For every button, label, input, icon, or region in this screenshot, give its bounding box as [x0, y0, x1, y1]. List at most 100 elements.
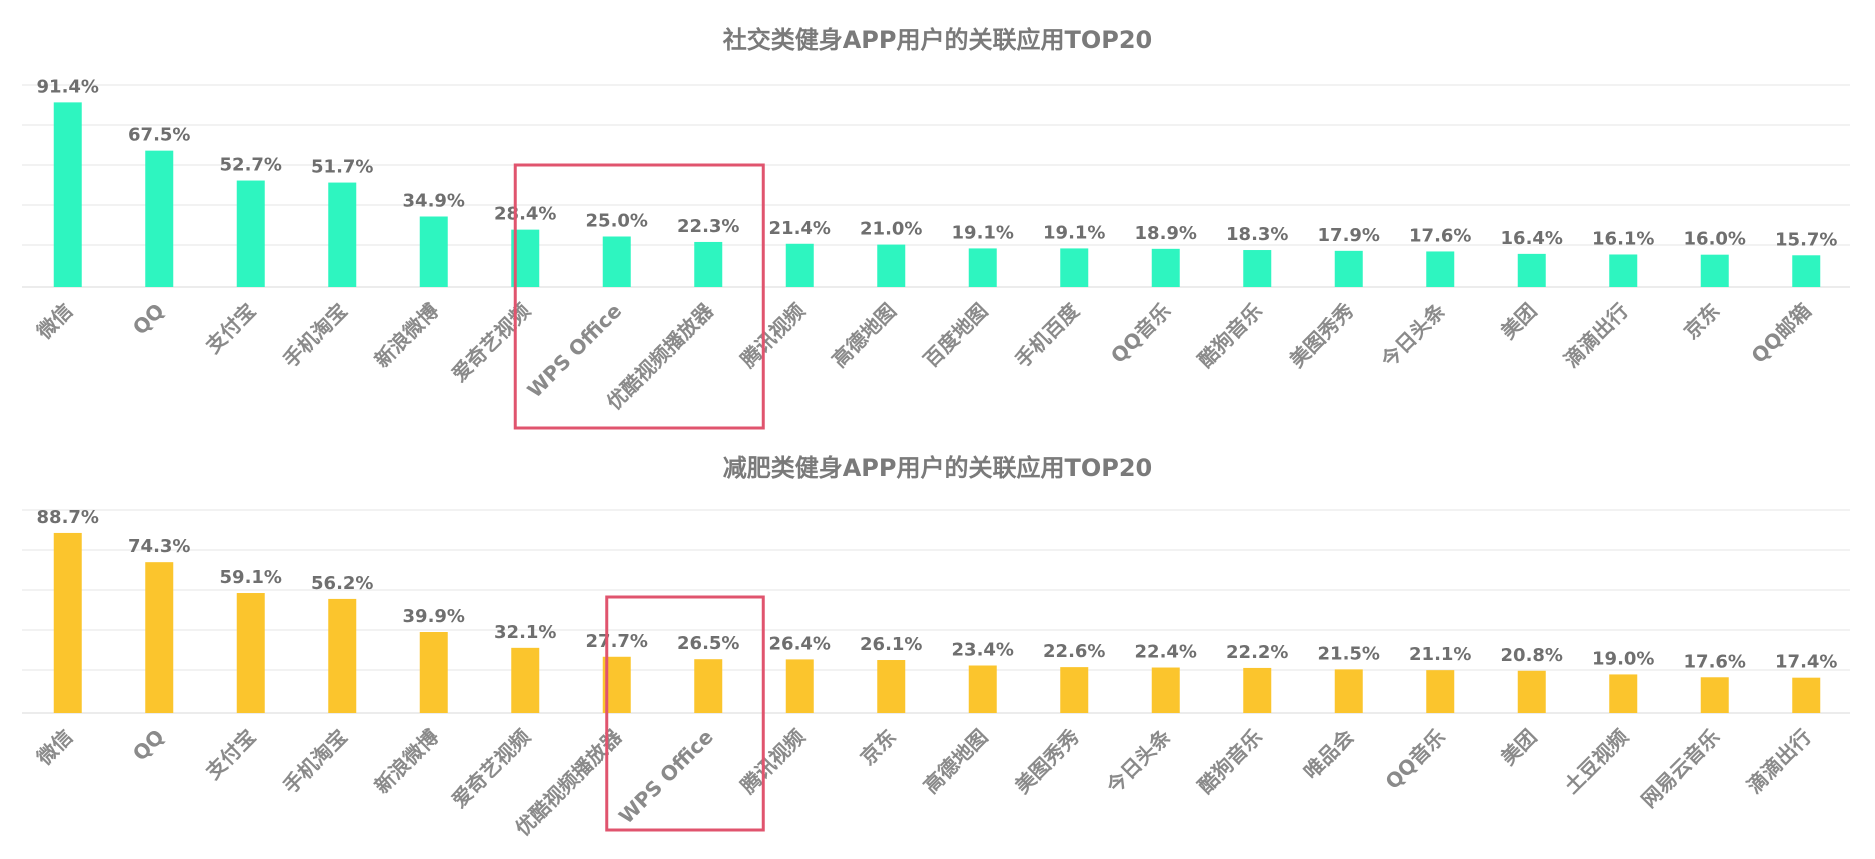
category-label: 手机淘宝 — [278, 725, 352, 799]
category-label: 唯品会 — [1299, 725, 1358, 784]
bar — [1792, 255, 1821, 287]
bar — [1517, 253, 1546, 287]
bar — [236, 180, 265, 287]
category-label: 今日头条 — [1102, 724, 1176, 798]
bar — [511, 647, 540, 713]
bar — [694, 241, 723, 287]
data-label: 25.0% — [586, 211, 648, 232]
bar — [328, 598, 357, 713]
data-label: 18.3% — [1226, 224, 1288, 245]
data-label: 28.4% — [494, 204, 556, 225]
highlight-box — [513, 163, 765, 430]
bar — [1243, 250, 1272, 287]
bar-plot: 91.4% 微信 67.5% QQ 52.7% 支付宝 51.7% 手机淘宝 34.9% 新浪微博… — [22, 76, 1850, 430]
bar — [1060, 248, 1089, 287]
data-label: 26.5% — [677, 633, 739, 654]
category-label: 土豆视频 — [1559, 725, 1633, 799]
data-label: 17.9% — [1318, 225, 1380, 246]
bar — [877, 660, 906, 713]
bar — [785, 243, 814, 287]
data-label: 15.7% — [1775, 229, 1837, 250]
category-label: 酷狗音乐 — [1193, 299, 1267, 373]
bar — [1426, 670, 1455, 713]
bar — [1426, 251, 1455, 287]
bar — [145, 150, 174, 287]
category-label: 爱奇艺视频 — [447, 725, 535, 813]
category-label: 滴滴出行 — [1742, 725, 1816, 799]
data-label: 21.5% — [1318, 643, 1380, 664]
data-label: 23.4% — [952, 639, 1014, 660]
bar — [785, 659, 814, 713]
category-label: QQ — [128, 725, 169, 766]
data-label: 52.7% — [220, 155, 282, 176]
data-label: 27.7% — [586, 631, 648, 652]
bar — [968, 665, 997, 713]
bar — [1151, 248, 1180, 287]
bar — [1151, 667, 1180, 713]
data-label: 19.0% — [1592, 648, 1654, 669]
category-label: 百度地图 — [919, 299, 993, 373]
data-label: 59.1% — [220, 567, 282, 588]
data-label: 22.2% — [1226, 642, 1288, 663]
category-label: 高德地图 — [919, 725, 993, 799]
data-label: 18.9% — [1135, 223, 1197, 244]
data-label: 21.0% — [860, 219, 922, 240]
category-label: 新浪微博 — [370, 725, 444, 799]
data-label: 20.8% — [1501, 645, 1563, 666]
category-label: 滴滴出行 — [1559, 299, 1633, 373]
data-label: 26.1% — [860, 634, 922, 655]
category-label: QQ — [128, 299, 169, 340]
category-label: 京东 — [856, 725, 901, 770]
category-label: 支付宝 — [201, 299, 260, 358]
chart-title: 减肥类健身APP用户的关联应用TOP20 — [722, 454, 1153, 482]
bar — [1060, 667, 1089, 713]
bar — [877, 244, 906, 287]
data-label: 17.6% — [1684, 651, 1746, 672]
bar — [1517, 670, 1546, 713]
data-label: 22.4% — [1135, 642, 1197, 663]
bar — [1334, 669, 1363, 713]
bar — [145, 562, 174, 713]
category-label: 手机淘宝 — [278, 299, 352, 373]
bar — [1243, 667, 1272, 713]
data-label: 67.5% — [128, 125, 190, 146]
bar — [419, 632, 448, 713]
data-label: 22.6% — [1043, 641, 1105, 662]
bar — [1700, 254, 1729, 287]
bar — [1609, 674, 1638, 713]
bar — [419, 216, 448, 287]
category-label: 美团 — [1496, 725, 1541, 770]
bar — [328, 182, 357, 287]
bar — [694, 659, 723, 713]
highlight-box — [605, 595, 765, 832]
weight-loss-fitness-chart: 减肥类健身APP用户的关联应用TOP20 88.7% 微信 74.3% QQ 59.1%… — [0, 430, 1875, 859]
category-label: 酷狗音乐 — [1193, 725, 1267, 799]
data-label: 19.1% — [952, 222, 1014, 243]
category-label: 支付宝 — [201, 725, 260, 784]
category-label: 腾讯视频 — [736, 725, 810, 799]
data-label: 51.7% — [311, 157, 373, 178]
category-label: QQ音乐 — [1106, 299, 1175, 368]
category-label: 网易云音乐 — [1637, 725, 1725, 813]
bar — [968, 248, 997, 287]
bar — [53, 532, 82, 713]
data-label: 34.9% — [403, 191, 465, 212]
bar — [1792, 677, 1821, 713]
data-label: 88.7% — [37, 507, 99, 528]
bar — [236, 593, 265, 713]
category-label: 腾讯视频 — [736, 299, 810, 373]
data-label: 21.1% — [1409, 644, 1471, 665]
chart-title: 社交类健身APP用户的关联应用TOP20 — [722, 26, 1153, 54]
category-label: 新浪微博 — [370, 299, 444, 373]
data-label: 39.9% — [403, 606, 465, 627]
data-label: 91.4% — [37, 76, 99, 97]
bar — [53, 102, 82, 287]
bar — [1609, 254, 1638, 287]
data-label: 26.4% — [769, 633, 831, 654]
category-label: 美图秀秀 — [1285, 299, 1359, 373]
data-label: 74.3% — [128, 536, 190, 557]
category-label: 美团 — [1496, 299, 1541, 344]
category-label: 今日头条 — [1376, 298, 1450, 372]
data-label: 17.4% — [1775, 652, 1837, 673]
bar — [602, 236, 631, 287]
